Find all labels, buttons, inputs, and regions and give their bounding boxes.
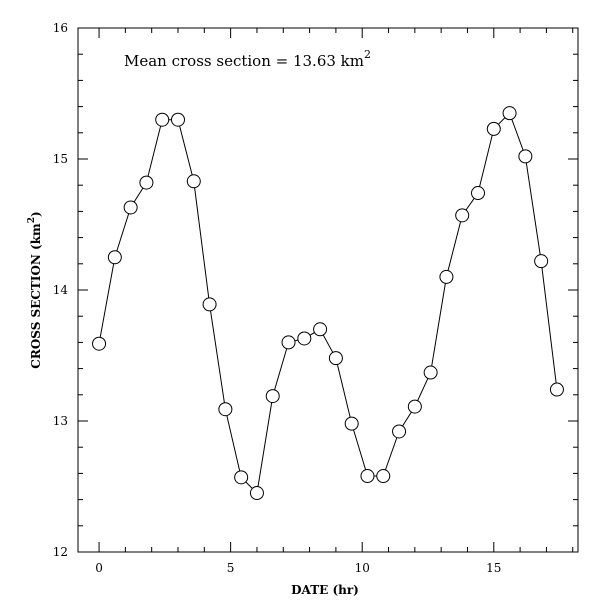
plot-frame	[77, 27, 579, 553]
y-axis-label: CROSS SECTION (km2)	[27, 211, 43, 368]
x-tick-label: 0	[95, 561, 103, 575]
data-point	[344, 416, 359, 431]
data-point	[502, 106, 517, 121]
data-point	[328, 351, 343, 366]
data-point	[455, 208, 470, 223]
data-point	[139, 175, 154, 190]
data-point	[155, 112, 170, 127]
data-point	[107, 250, 122, 265]
tick-labels: 0 5 10 15 12 13 14 15 16	[53, 21, 502, 575]
data-point	[281, 335, 296, 350]
data-point	[392, 424, 407, 439]
mean-annotation-superscript: 2	[364, 48, 371, 61]
axis-ticks	[78, 27, 578, 553]
y-axis-label-text: CROSS SECTION (km2)	[27, 211, 43, 368]
mean-annotation-text: Mean cross section = 13.63 km	[124, 52, 364, 70]
y-axis-label-main: CROSS SECTION (km	[29, 223, 43, 369]
data-point	[376, 469, 391, 484]
data-point	[486, 121, 501, 136]
series-line	[98, 112, 558, 495]
plot-area: 0 5 10 15 12 13 14 15 16	[53, 21, 579, 575]
x-axis-label: DATE (hr)	[291, 583, 359, 597]
x-tick-label: 15	[486, 561, 501, 575]
data-point	[123, 200, 138, 215]
data-point	[439, 269, 454, 284]
data-point	[313, 322, 328, 337]
data-point	[265, 389, 280, 404]
x-tick-label: 5	[227, 561, 235, 575]
x-tick-label: 10	[355, 561, 370, 575]
y-tick-label: 16	[53, 21, 68, 35]
mean-annotation: Mean cross section = 13.63 km2	[124, 48, 371, 70]
data-series	[92, 106, 564, 501]
data-point	[549, 382, 564, 397]
y-tick-label: 15	[53, 152, 68, 166]
data-point	[249, 486, 264, 501]
data-point	[202, 297, 217, 312]
data-point	[407, 399, 422, 414]
data-point	[234, 470, 249, 485]
data-point	[534, 254, 549, 269]
data-point	[471, 186, 485, 201]
y-tick-label: 14	[53, 283, 69, 297]
data-point	[518, 149, 533, 164]
y-tick-label: 13	[53, 414, 68, 428]
y-axis-label-end: )	[29, 211, 43, 217]
data-point	[360, 469, 375, 484]
data-point	[297, 331, 312, 346]
data-point	[186, 174, 201, 189]
y-tick-label: 12	[53, 545, 68, 559]
data-point	[218, 402, 233, 417]
data-point	[423, 365, 438, 380]
data-point	[171, 112, 185, 127]
data-point	[92, 336, 107, 351]
y-axis-label-superscript: 2	[27, 217, 37, 223]
